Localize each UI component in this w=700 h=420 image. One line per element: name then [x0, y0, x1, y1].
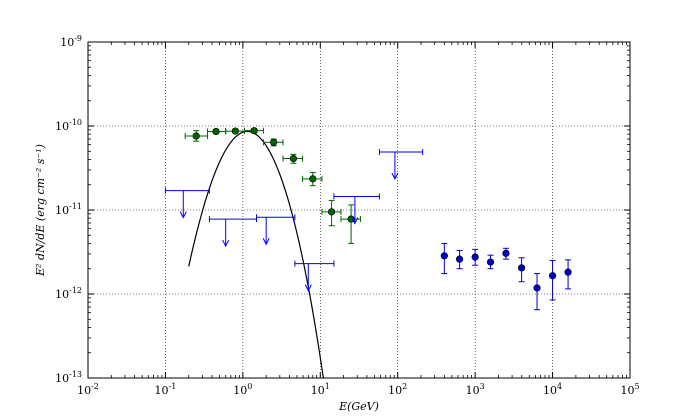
data-point — [321, 199, 342, 227]
x-tick-label: 10-2 — [77, 382, 99, 397]
data-marker — [328, 208, 336, 216]
upper-limit-arrow-head — [222, 239, 230, 248]
upper-limit-arrow-head — [179, 211, 187, 219]
model-curve-layer — [188, 130, 325, 379]
data-marker — [231, 127, 239, 135]
y-tick-label: 10-9 — [60, 34, 82, 49]
grid-lines — [88, 42, 630, 378]
y-tick-label: 10-10 — [55, 118, 82, 133]
upper-limit-arrow-head — [304, 284, 312, 292]
upper-limit — [294, 260, 335, 292]
data-point — [456, 249, 464, 270]
data-marker — [456, 255, 464, 263]
data-point — [533, 273, 541, 311]
data-point — [184, 130, 209, 142]
upper-limit-arrow-head — [351, 217, 359, 225]
data-point — [207, 127, 227, 136]
data-marker — [440, 252, 448, 260]
data-layer — [164, 127, 572, 311]
x-tick-label: 101 — [311, 382, 330, 397]
data-marker — [517, 264, 526, 272]
data-point — [471, 248, 479, 266]
x-axis-label: E(GeV) — [338, 400, 379, 413]
upper-limit — [378, 149, 424, 181]
data-point — [486, 254, 495, 270]
y-axis-label: E² dN/dE (erg cm⁻² s⁻¹) — [34, 144, 47, 277]
data-marker — [548, 272, 557, 280]
data-marker — [486, 258, 495, 266]
data-point — [440, 242, 448, 275]
data-marker — [471, 253, 479, 261]
data-point — [282, 153, 304, 164]
data-point — [243, 127, 265, 135]
upper-limit-arrow-head — [262, 238, 270, 246]
x-tick-label: 102 — [388, 382, 407, 397]
data-point — [517, 257, 526, 283]
data-point — [502, 247, 510, 260]
model-curve — [188, 130, 325, 379]
data-point — [263, 138, 284, 147]
upper-limit-arrow-head — [391, 172, 399, 181]
y-tick-label: 10-12 — [55, 286, 82, 301]
data-marker — [502, 249, 510, 257]
upper-limit — [333, 193, 380, 225]
data-marker — [192, 132, 200, 140]
data-marker — [212, 127, 220, 136]
y-tick-label: 10-13 — [55, 370, 82, 385]
x-tick-label: 104 — [543, 382, 562, 397]
data-marker — [309, 175, 317, 183]
y-tick-label: 10-11 — [55, 202, 82, 217]
data-marker — [347, 215, 355, 223]
data-marker — [289, 154, 298, 163]
data-point — [302, 171, 323, 187]
data-point — [548, 260, 557, 301]
tick-labels: 10-2 10-1 100 101 102 103 104 105 10-13 10-12 10-1… — [55, 34, 639, 397]
data-marker — [533, 284, 541, 292]
data-marker — [564, 268, 572, 276]
upper-limit — [255, 214, 296, 246]
data-marker — [250, 127, 258, 135]
x-tick-label: 10-1 — [155, 382, 177, 397]
data-marker — [270, 138, 278, 146]
x-tick-label: 103 — [466, 382, 485, 397]
x-tick-label: 105 — [620, 382, 639, 397]
data-point — [564, 259, 572, 290]
upper-limit — [164, 187, 210, 219]
plot-frame — [87, 41, 631, 379]
x-tick-label: 100 — [233, 382, 252, 397]
